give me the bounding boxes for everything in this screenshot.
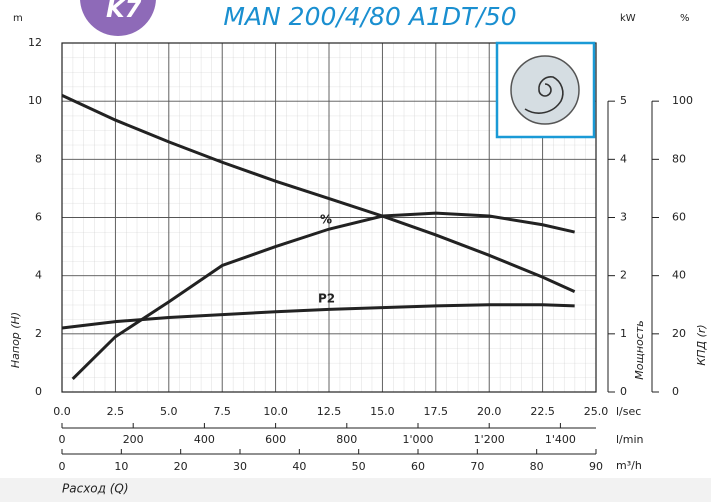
x-tick-label: 22.5 — [530, 405, 555, 418]
y-tick-label: 8 — [35, 152, 42, 165]
x-tick-label: 25.0 — [584, 405, 609, 418]
x3-tick-label: 70 — [470, 460, 484, 473]
x-unit: l/sec — [616, 405, 641, 418]
y2-tick-label: 5 — [620, 94, 627, 107]
x2-tick-label: 800 — [336, 433, 357, 446]
x-tick-label: 10.0 — [263, 405, 288, 418]
pump-icon — [495, 41, 596, 139]
curve — [61, 303, 575, 330]
curve-label: P2 — [318, 292, 335, 306]
x3-tick-label: 30 — [233, 460, 247, 473]
y3-tick-label: 100 — [672, 94, 693, 107]
x3-tick-label: 90 — [589, 460, 603, 473]
footer-strip — [0, 478, 711, 502]
y3-tick-label: 40 — [672, 269, 686, 282]
x2-tick-label: 600 — [265, 433, 286, 446]
y-tick-label: 12 — [28, 36, 42, 49]
y2-unit: kW — [620, 13, 636, 24]
y3-tick-label: 60 — [672, 211, 686, 224]
x-tick-label: 12.5 — [317, 405, 342, 418]
y2-label: Мощность — [633, 320, 646, 379]
y-tick-label: 6 — [35, 211, 42, 224]
y2-tick-label: 4 — [620, 152, 627, 165]
y-label: Напор (H) — [9, 312, 22, 368]
curve — [71, 211, 575, 380]
y-unit: m — [13, 13, 23, 24]
y-tick-label: 2 — [35, 327, 42, 340]
x-tick-label: 0.0 — [53, 405, 71, 418]
x3-tick-label: 80 — [530, 460, 544, 473]
x2-tick-label: 1'000 — [402, 433, 433, 446]
x3-tick-label: 0 — [59, 460, 66, 473]
x2-tick-label: 400 — [194, 433, 215, 446]
y-tick-label: 0 — [35, 385, 42, 398]
y2-tick-label: 3 — [620, 211, 627, 224]
x-tick-label: 5.0 — [160, 405, 178, 418]
y3-label: КПД (r) — [695, 324, 708, 365]
y-tick-label: 10 — [28, 94, 42, 107]
y3-tick-label: 80 — [672, 152, 686, 165]
curve-label: % — [320, 213, 332, 227]
x-tick-label: 2.5 — [107, 405, 125, 418]
y3-unit: % — [680, 13, 690, 24]
y-tick-label: 4 — [35, 269, 42, 282]
x2-tick-label: 1'200 — [474, 433, 505, 446]
x-label: Расход (Q) — [62, 482, 129, 496]
x3-unit: m³/h — [616, 459, 642, 472]
x2-tick-label: 0 — [59, 433, 66, 446]
x3-tick-label: 50 — [352, 460, 366, 473]
x3-tick-label: 20 — [174, 460, 188, 473]
x3-tick-label: 40 — [292, 460, 306, 473]
y2-tick-label: 1 — [620, 327, 627, 340]
y3-tick-label: 20 — [672, 327, 686, 340]
x-tick-label: 15.0 — [370, 405, 395, 418]
x-tick-label: 20.0 — [477, 405, 502, 418]
plot-border — [61, 42, 597, 393]
x3-tick-label: 60 — [411, 460, 425, 473]
x3-tick-label: 10 — [114, 460, 128, 473]
y3-tick-label: 0 — [672, 385, 679, 398]
curve — [61, 93, 576, 294]
badge — [80, 0, 156, 36]
x2-tick-label: 1'400 — [545, 433, 576, 446]
x2-tick-label: 200 — [123, 433, 144, 446]
badge-text: K7 — [106, 0, 142, 23]
x-tick-label: 17.5 — [424, 405, 449, 418]
y2-tick-label: 2 — [620, 269, 627, 282]
y2-tick-label: 0 — [620, 385, 627, 398]
chart-title: MAN 200/4/80 A1DT/50 — [223, 2, 516, 31]
x-tick-label: 7.5 — [213, 405, 231, 418]
x2-unit: l/min — [616, 433, 644, 446]
